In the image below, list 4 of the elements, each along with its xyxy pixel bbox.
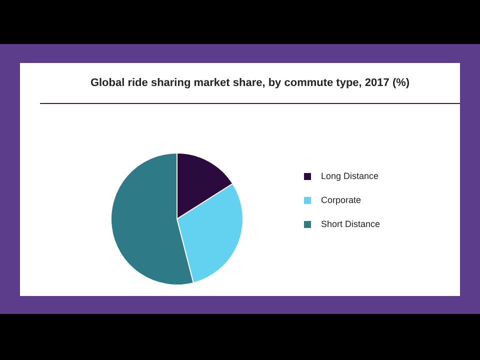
chart-title: Global ride sharing market share, by commute type, 2017 (%) <box>40 63 460 104</box>
legend-label: Short Distance <box>320 219 380 229</box>
legend-label: Corporate <box>320 195 361 205</box>
legend-label: Long Distance <box>320 171 379 181</box>
